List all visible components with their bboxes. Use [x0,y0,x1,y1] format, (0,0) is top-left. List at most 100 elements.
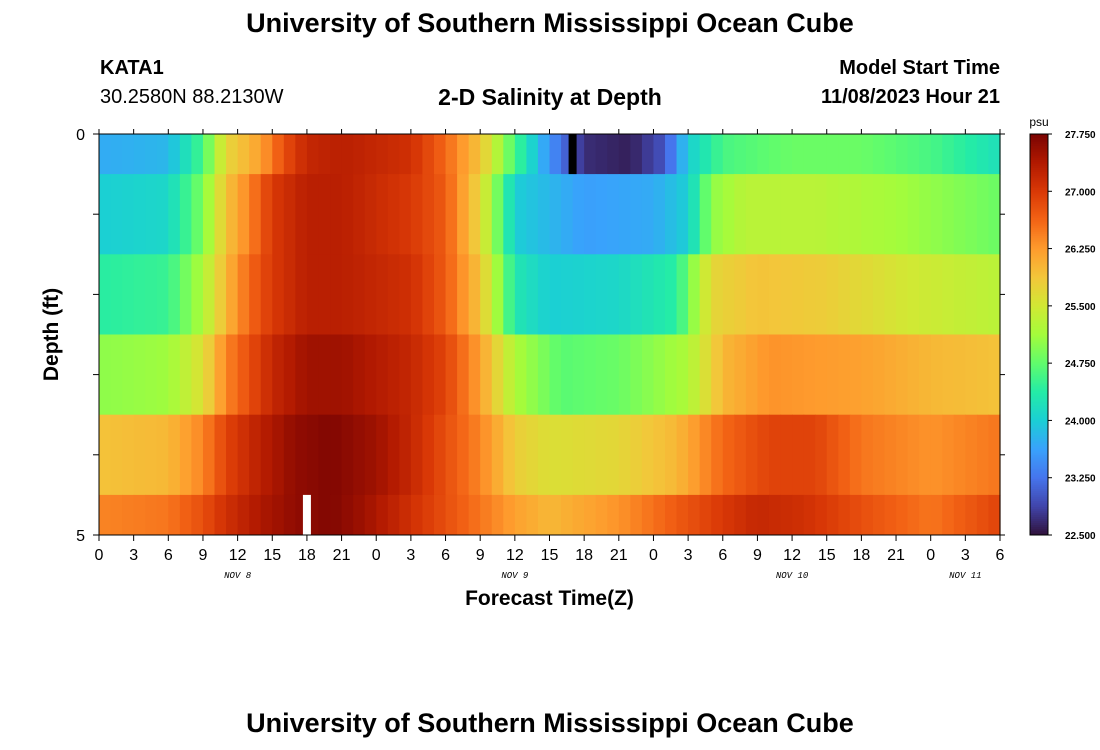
colorbar-segment [1030,480,1048,484]
heatmap-cell [872,134,886,175]
heatmap-cell [896,334,909,416]
heatmap-cell [584,334,597,416]
heatmap-cell [283,494,296,536]
heatmap-cell [514,134,527,175]
heatmap-cell [526,254,539,335]
colorbar-segment [1030,448,1048,452]
station-coordinates: 30.2580N 88.2130W [100,86,284,108]
colorbar-segment [1030,218,1048,221]
colorbar-segment [1030,438,1048,442]
colorbar-segment [1030,460,1048,464]
colorbar-segment [1030,416,1048,420]
heatmap-cell [838,254,851,335]
heatmap-cell [376,134,389,175]
heatmap-cell [976,254,990,335]
heatmap-cell [249,334,262,416]
heatmap-cell [884,334,897,416]
heatmap-cell [387,414,400,496]
heatmap-cell [792,494,805,536]
heatmap-cell [353,494,366,536]
colorbar-segment [1030,500,1048,504]
colorbar-segment [1030,168,1048,171]
colorbar: 27.750 27.000 26.250 25.500 24.750 24.000 23.2… [1029,115,1096,542]
heatmap-cell [884,174,897,255]
heatmap-cell [168,134,181,175]
heatmap-cell [376,334,389,416]
heatmap-cell [607,494,620,536]
heatmap-cell [757,414,770,496]
heatmap-cell [803,414,816,496]
y-tick-label: 5 [76,528,85,545]
colorbar-segment [1030,298,1048,301]
heatmap-cell [272,134,285,175]
heatmap-cell [988,414,1001,496]
heatmap-cell [330,414,343,496]
heatmap-cell [330,494,343,536]
colorbar-segment [1030,146,1048,149]
heatmap-cell [688,134,701,175]
colorbar-segment [1030,384,1048,388]
heatmap-cell [133,334,146,416]
heatmap-cell [260,334,273,416]
heatmap-cell [503,334,516,416]
heatmap-cell [422,334,435,416]
colorbar-segment [1030,470,1048,474]
heatmap-cell [699,494,712,536]
colorbar-segment [1030,450,1048,454]
heatmap-cell [780,134,793,175]
heatmap-cell [792,334,805,416]
heatmap-cell [803,254,816,335]
heatmap-cell [237,174,250,255]
heatmap-cell [792,414,805,496]
chart-subtitle: 2-D Salinity at Depth [438,84,662,110]
heatmap-cell [145,254,158,335]
colorbar-segment [1030,520,1048,524]
colorbar-segment [1030,418,1048,422]
x-tick-label: 3 [129,547,138,564]
heatmap-cell [815,494,828,536]
colorbar-segment [1030,274,1048,277]
colorbar-segment [1030,352,1048,356]
heatmap-cell [595,174,608,255]
heatmap-cell [399,494,412,536]
heatmap-cell [122,254,135,335]
colorbar-segment [1030,238,1048,241]
heatmap-cell [745,174,759,255]
heatmap-cell [526,334,539,416]
heatmap-cell [942,334,955,416]
heatmap-cell [641,174,655,255]
colorbar-segment [1030,264,1048,267]
heatmap-cell [572,334,585,416]
colorbar-segment [1030,292,1048,295]
colorbar-segment [1030,368,1048,372]
heatmap-cell [387,494,400,536]
heatmap-cell [480,334,493,416]
colorbar-segment [1030,502,1048,506]
x-tick-label: 15 [541,547,559,564]
colorbar-segment [1030,482,1048,486]
heatmap-cell [572,254,585,335]
heatmap-cell [549,414,562,496]
heatmap-cell [607,414,620,496]
heatmap-cell [376,414,389,496]
heatmap-cell [341,414,354,496]
heatmap-cell [953,494,966,536]
heatmap-cell [295,254,308,335]
colorbar-segment [1030,164,1048,167]
colorbar-segment [1030,222,1048,225]
heatmap-cell [468,134,481,175]
colorbar-segment [1030,200,1048,203]
heatmap-cell [122,174,135,255]
colorbar-segment [1030,260,1048,263]
heatmap-cell [202,334,216,416]
heatmap-cell [168,254,181,335]
colorbar-segment [1030,276,1048,279]
heatmap-cell [907,254,920,335]
heatmap-cell [410,414,424,496]
heatmap-cell [907,414,920,496]
heatmap-cell [607,174,620,255]
colorbar-segment [1030,372,1048,376]
heatmap-cell [884,254,897,335]
colorbar-segment [1030,494,1048,498]
colorbar-segment [1030,242,1048,245]
